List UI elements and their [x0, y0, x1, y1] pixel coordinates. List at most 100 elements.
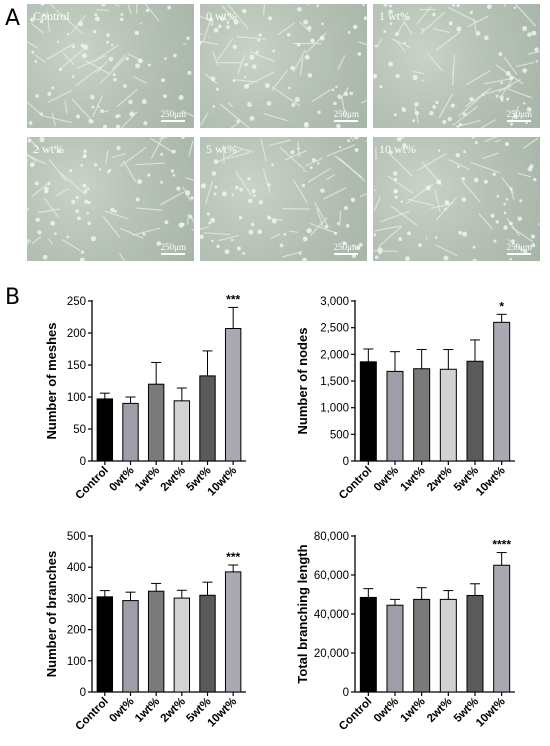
cell-strand — [504, 57, 518, 75]
bar-5wt% — [199, 375, 216, 462]
bar-chart-4: 0 20,000 40,000 60,000 80,000 Total branching… — [295, 531, 515, 733]
cell-dot — [214, 185, 218, 189]
cell-strand — [58, 171, 86, 195]
y-axis-label: Total branching length — [295, 544, 310, 683]
cell-dot — [41, 13, 46, 17]
cell-dot — [363, 16, 367, 21]
cell-dot — [147, 173, 151, 177]
cell-dot — [346, 139, 351, 143]
cell-strand — [338, 157, 366, 182]
cell-strand — [494, 139, 501, 143]
x-tick-label: Control — [74, 696, 111, 733]
cell-dot — [511, 239, 515, 244]
cell-dot — [291, 103, 296, 108]
cell-dot — [434, 236, 438, 239]
cell-dot — [190, 196, 194, 200]
cell-dot — [407, 231, 411, 236]
cell-strand — [326, 144, 355, 157]
cell-strand — [299, 57, 304, 76]
cell-strand — [390, 205, 418, 226]
cell-strand — [447, 6, 477, 23]
cell-dot — [79, 257, 85, 261]
cell-dot — [354, 148, 359, 152]
y-tick-label: 0 — [80, 456, 86, 468]
cell-strand — [136, 207, 162, 211]
cell-dot — [432, 12, 436, 17]
cell-dot — [383, 30, 387, 33]
y-tick-label: 250 — [67, 296, 86, 308]
cell-dot — [421, 28, 424, 31]
cell-dot — [35, 94, 39, 98]
cell-dot — [342, 241, 346, 245]
cell-dot — [296, 147, 300, 150]
cell-dot — [236, 119, 240, 123]
cell-dot — [216, 244, 220, 249]
cell-dot — [242, 252, 246, 255]
cell-dot — [54, 232, 57, 235]
cell-dot — [78, 21, 84, 27]
y-tick-label: 3,000 — [320, 296, 349, 308]
cell-dot — [208, 221, 212, 225]
cell-strand — [427, 53, 444, 72]
x-tick-label: Control — [337, 465, 374, 502]
cell-dot — [110, 207, 115, 213]
cell-strand — [514, 4, 537, 27]
cell-dot — [213, 159, 219, 164]
cell-dot — [474, 141, 478, 145]
cell-strand — [96, 9, 110, 12]
cell-dot — [257, 38, 260, 42]
cell-dot — [112, 73, 116, 77]
cell-dot — [499, 95, 504, 100]
bar-1wt% — [413, 368, 431, 462]
cell-strand — [61, 239, 81, 252]
cell-strand — [56, 9, 84, 35]
cell-dot — [69, 169, 73, 173]
cell-strand — [359, 193, 367, 198]
cell-strand — [277, 22, 295, 36]
cell-dot — [188, 214, 193, 219]
cell-dot — [306, 227, 312, 234]
cell-dot — [389, 22, 393, 25]
y-tick-label: 500 — [67, 531, 86, 543]
cell-dot — [472, 258, 477, 261]
cell-dot — [337, 94, 342, 99]
cell-strand — [127, 4, 132, 15]
cell-strand — [160, 191, 185, 206]
x-tick-label: 10wt% — [474, 696, 508, 730]
cell-dot — [333, 101, 337, 106]
cell-dot — [402, 143, 407, 148]
cell-dot — [496, 194, 500, 198]
cell-dot — [482, 93, 485, 96]
cell-dot — [156, 241, 162, 246]
cell-dot — [135, 63, 141, 69]
cell-dot — [108, 56, 114, 62]
x-tick-label: 1wt% — [133, 696, 162, 725]
cell-dot — [513, 6, 517, 10]
cell-dot — [522, 68, 528, 73]
cell-dot — [86, 187, 90, 191]
cell-dot — [395, 32, 399, 37]
cell-dot — [393, 177, 398, 182]
cell-dot — [400, 200, 404, 204]
cell-dot — [495, 94, 499, 98]
x-tick-label: Control — [74, 465, 111, 502]
cell-strand — [507, 88, 532, 99]
cell-dot — [170, 169, 175, 173]
cell-strand — [30, 22, 44, 34]
cell-dot — [87, 221, 92, 226]
significance-marker: *** — [226, 292, 240, 306]
cell-strand — [403, 22, 413, 35]
cell-dot — [83, 149, 87, 153]
cell-dot — [226, 20, 230, 24]
cell-strand — [325, 174, 335, 181]
cell-dot — [249, 115, 255, 121]
cell-strand — [282, 250, 303, 258]
cell-dot — [120, 13, 124, 16]
bar-Control — [96, 398, 114, 462]
cell-strand — [47, 90, 72, 103]
cell-dot — [266, 215, 272, 220]
cell-dot — [266, 101, 272, 106]
cell-strand — [413, 70, 424, 75]
cell-dot — [28, 121, 33, 125]
